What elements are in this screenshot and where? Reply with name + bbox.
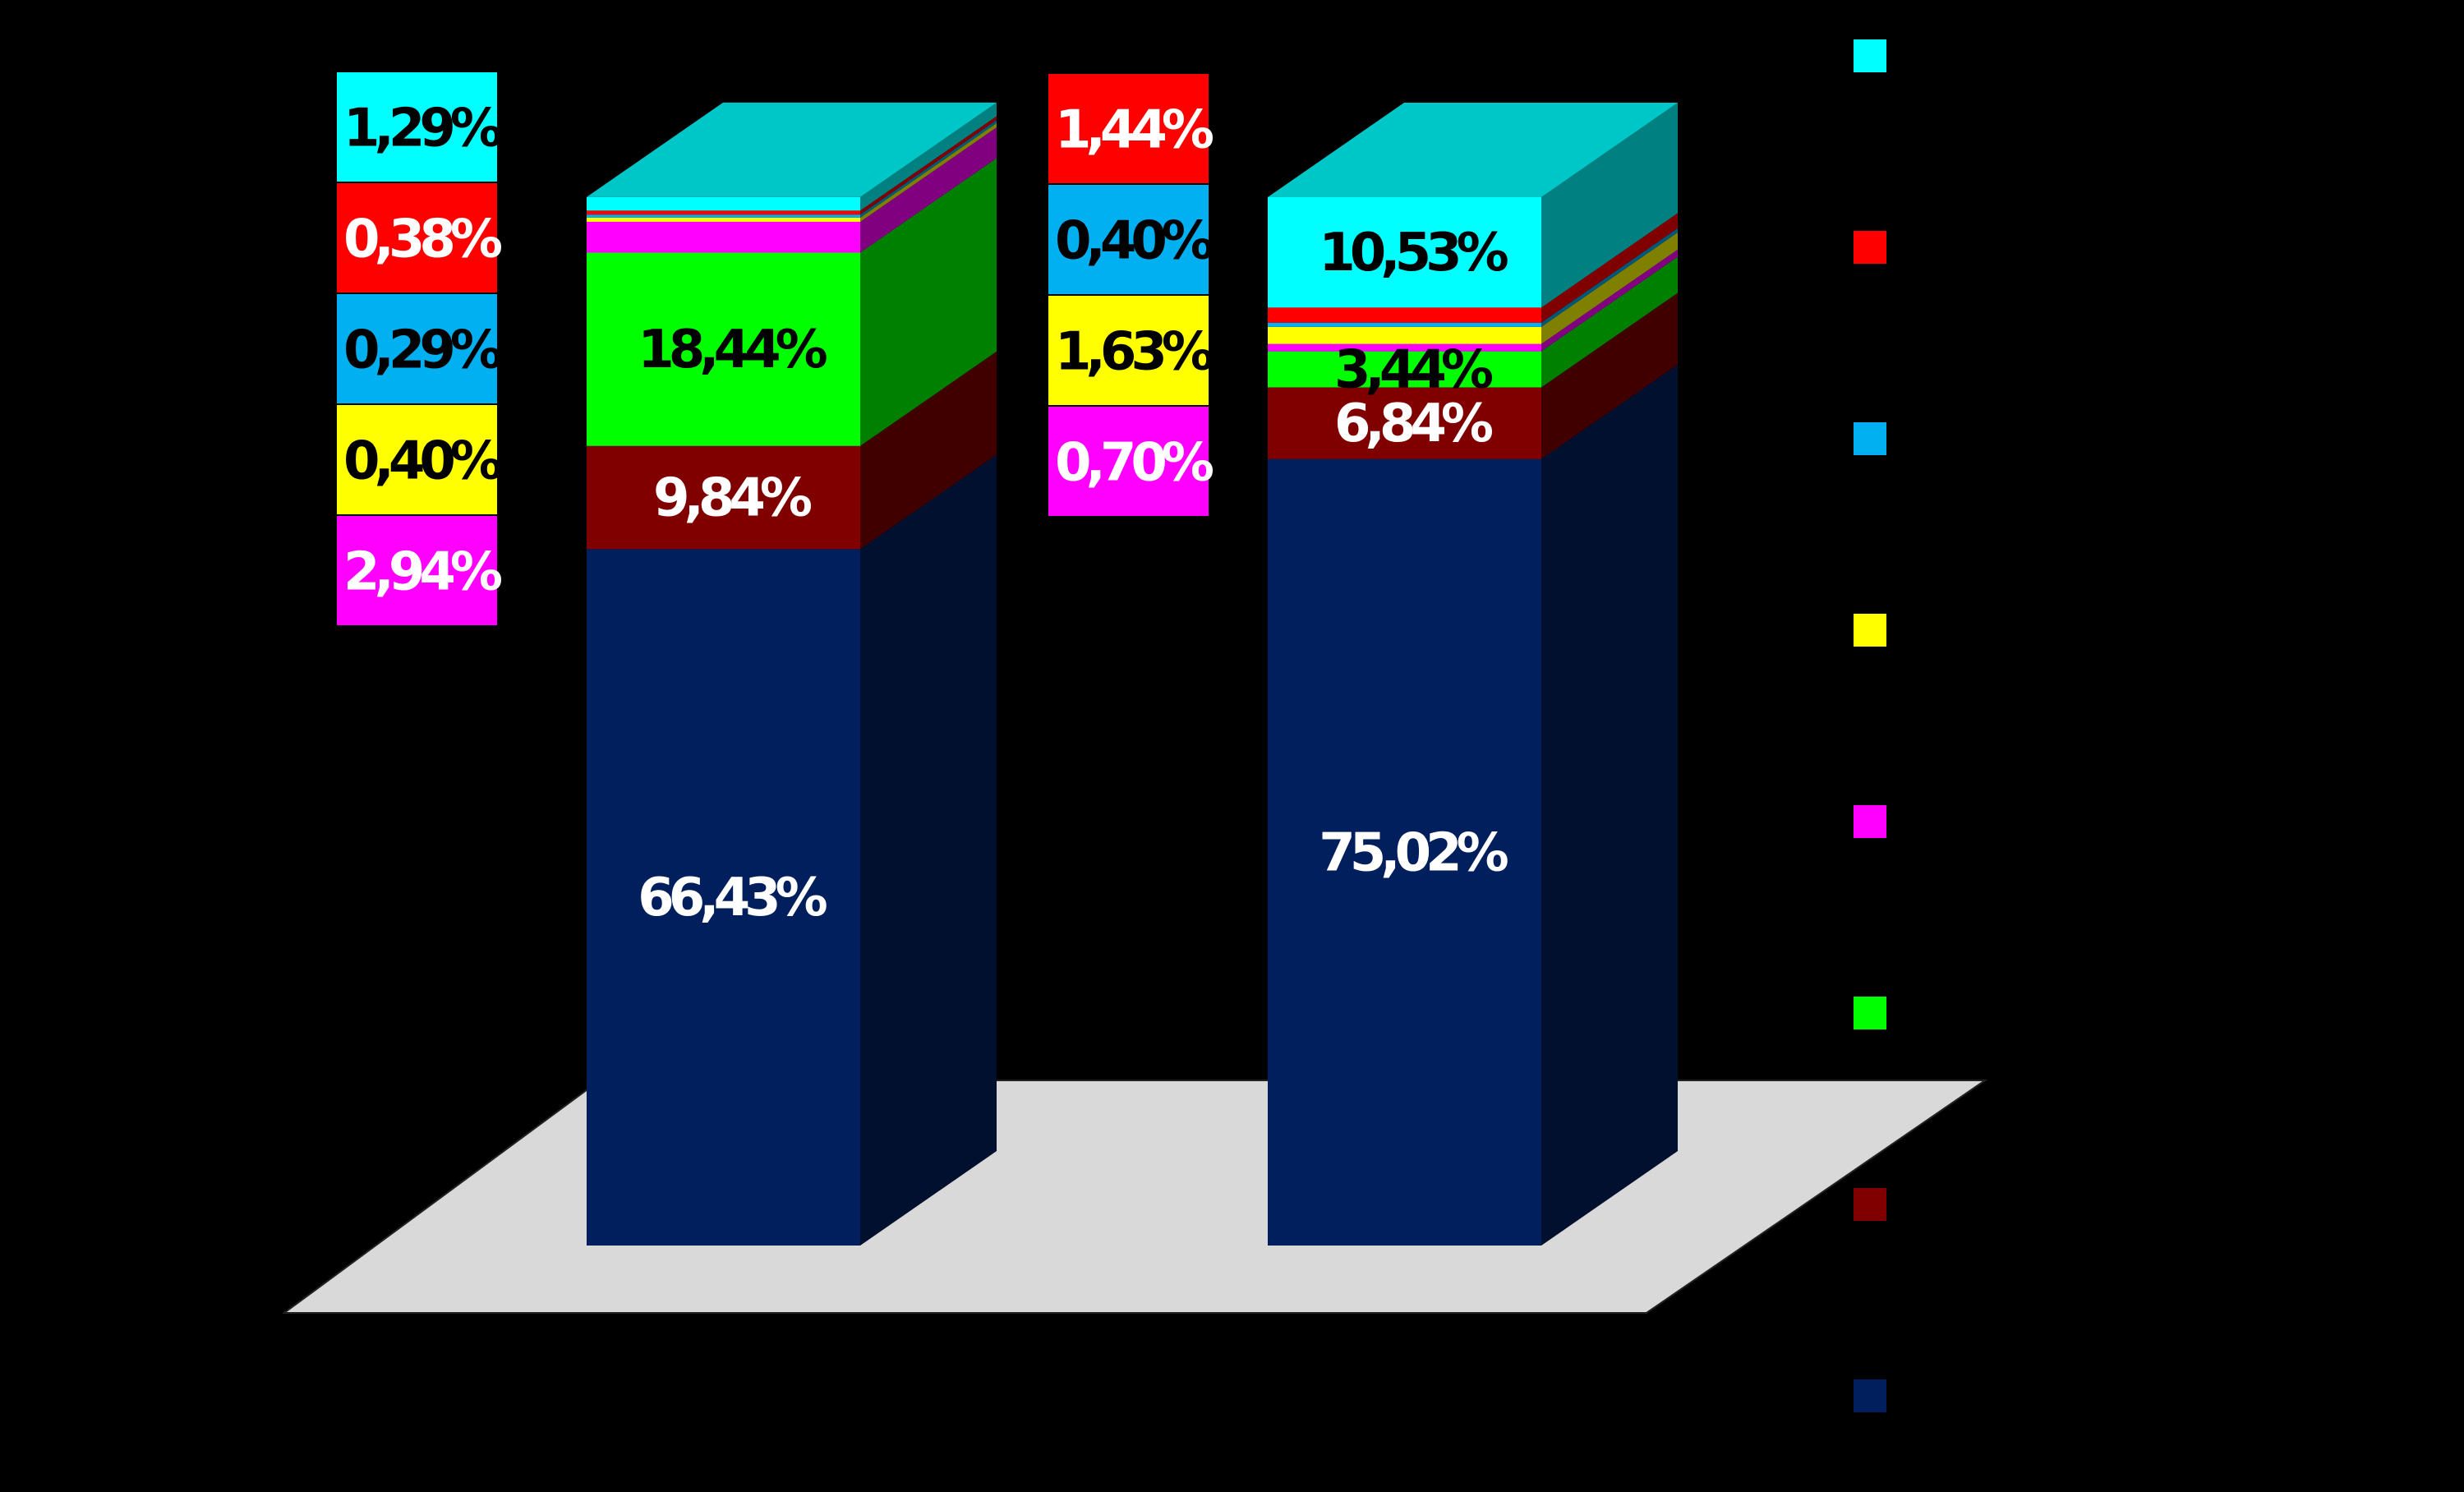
bar-segment bbox=[1268, 103, 1678, 308]
legend-swatch bbox=[1854, 997, 1886, 1029]
legend-entry bbox=[1854, 997, 1886, 1029]
bar-segment bbox=[587, 122, 997, 222]
legend-swatch bbox=[1854, 39, 1886, 72]
bar-segment bbox=[1268, 292, 1678, 459]
data-label: 2,94% bbox=[343, 542, 502, 603]
legend-swatch bbox=[1854, 614, 1886, 647]
bar-segment bbox=[1268, 364, 1678, 1246]
data-label: 10,53% bbox=[1319, 223, 1508, 283]
bar-segment bbox=[1268, 249, 1678, 352]
legend-swatch bbox=[1854, 231, 1886, 264]
callout-label: 2,94% bbox=[337, 516, 508, 625]
legend-entry bbox=[1854, 1188, 1886, 1221]
callout-label: 1,63% bbox=[1048, 296, 1219, 405]
data-labels-group: 66,43% 9,84% 18,44% 1,29% 0,38% 0,29% 0,40% 2,9… bbox=[337, 72, 1514, 928]
legend-entry bbox=[1854, 805, 1886, 838]
data-label: 0,29% bbox=[343, 320, 502, 381]
bars-group bbox=[587, 102, 1678, 1246]
data-label: 0,38% bbox=[343, 210, 502, 270]
data-label: 3,44% bbox=[1334, 340, 1493, 401]
data-label: 66,43% bbox=[638, 868, 827, 928]
bar-segment bbox=[587, 120, 997, 218]
data-label: 0,40% bbox=[1055, 211, 1214, 272]
data-label: 6,84% bbox=[1334, 394, 1493, 454]
legend-entry bbox=[1854, 39, 1886, 72]
bar-segment bbox=[587, 351, 997, 550]
bar-segment bbox=[587, 158, 997, 446]
legend-swatch bbox=[1854, 805, 1886, 838]
data-label: 0,40% bbox=[343, 431, 502, 492]
data-label: 75,02% bbox=[1319, 822, 1508, 883]
data-label: 1,29% bbox=[343, 99, 502, 159]
data-label: 18,44% bbox=[638, 320, 827, 380]
data-label: 0,70% bbox=[1055, 433, 1214, 494]
bar-segment bbox=[1268, 232, 1678, 344]
callout-label: 0,70% bbox=[1048, 407, 1219, 516]
bar-segment bbox=[587, 127, 997, 253]
callout-label: 0,40% bbox=[1048, 185, 1219, 294]
legend-entry bbox=[1854, 1379, 1886, 1412]
bar-top-face bbox=[587, 102, 997, 197]
legend-swatch bbox=[1854, 1379, 1886, 1412]
bar-segment bbox=[587, 454, 997, 1246]
callout-label: 0,29% bbox=[337, 294, 508, 403]
bar-segment bbox=[1268, 213, 1678, 323]
bar-segment bbox=[587, 116, 997, 215]
callout-label: 1,44% bbox=[1048, 74, 1219, 183]
legend-entry bbox=[1854, 422, 1886, 455]
data-label: 1,63% bbox=[1055, 322, 1214, 383]
callout-label: 1,29% bbox=[337, 72, 508, 182]
callout-label: 0,40% bbox=[337, 405, 508, 514]
legend-entry bbox=[1854, 231, 1886, 264]
legend-swatch bbox=[1854, 422, 1886, 455]
legend bbox=[1854, 39, 1886, 1412]
data-label: 1,44% bbox=[1055, 100, 1214, 161]
bar-segment bbox=[1268, 228, 1678, 327]
data-label: 9,84% bbox=[653, 468, 812, 529]
bar-segment bbox=[587, 102, 997, 211]
bar-segment bbox=[1268, 256, 1678, 388]
legend-entry bbox=[1854, 614, 1886, 647]
bar-top-face bbox=[1268, 103, 1678, 197]
chart-floor bbox=[281, 1080, 1988, 1314]
legend-swatch bbox=[1854, 1188, 1886, 1221]
callout-label: 0,38% bbox=[337, 183, 508, 292]
